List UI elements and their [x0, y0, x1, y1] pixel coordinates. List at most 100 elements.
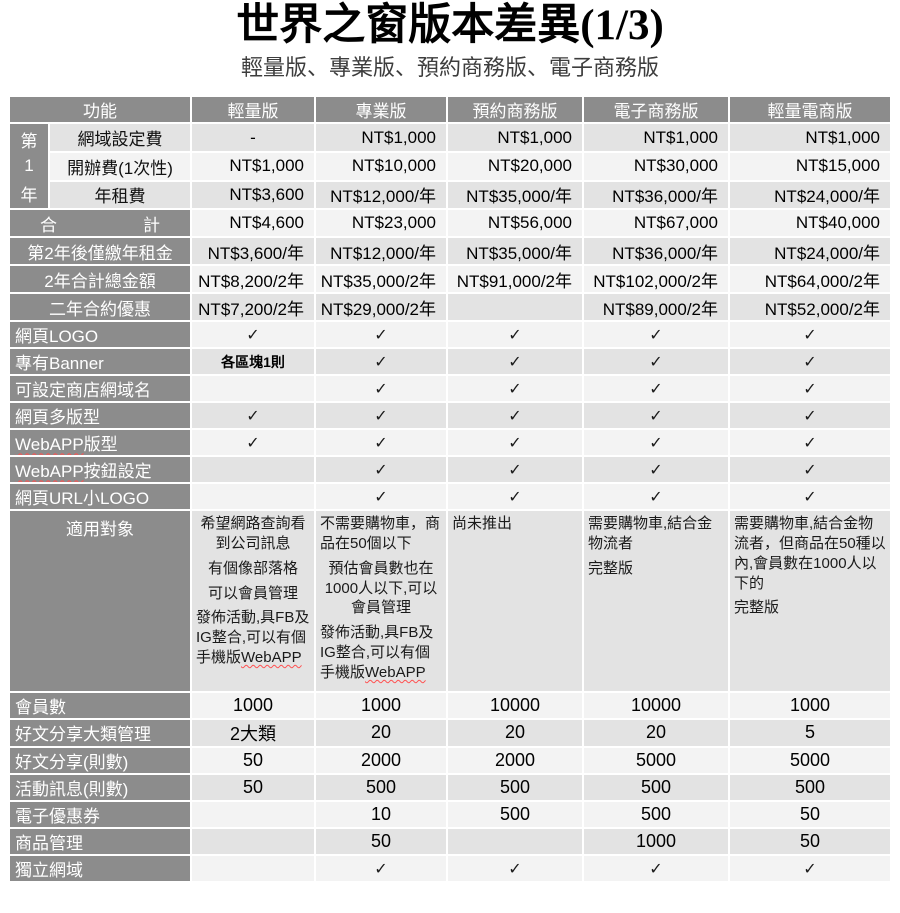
usage-paragraph: 發佈活動,具FB及IG整合,可以有個手機版WebAPP — [320, 624, 434, 681]
checkmark-glyph: ✓ — [803, 860, 817, 878]
checkmark-glyph: ✓ — [803, 461, 817, 479]
row-article-share-count: 好文分享(則數) 50 2000 2000 5000 5000 — [10, 747, 890, 773]
cell-product-management-v2: 50 — [316, 828, 446, 854]
usage-cell-version-3: 尚未推出 — [448, 511, 582, 691]
row-year2-rent-only: 第2年後僅繳年租金 NT$3,600/年 NT$12,000/年 NT$35,000/… — [10, 238, 890, 265]
row-label: 網頁LOGO — [10, 322, 190, 348]
usage-paragraph: 尚未推出 — [452, 515, 513, 533]
cell-two-year-total-v1: NT$8,200/2年 — [192, 266, 314, 293]
cell-setup-fee-v2: NT$10,000 — [316, 152, 446, 180]
cell-web-logo-v4: ✓ — [584, 322, 728, 348]
row-label: WebAPP版型 — [10, 430, 190, 456]
checkmark-glyph: ✓ — [649, 353, 663, 371]
cell-two-year-discount-v4: NT$89,000/2年 — [584, 294, 728, 321]
cell-exclusive-banner-v3: ✓ — [448, 349, 582, 375]
row-two-year-discount: 二年合約優惠 NT$7,200/2年 NT$29,000/2年 NT$89,000/2… — [10, 294, 890, 321]
usage-paragraph: 需要購物車,結合金物流者，但商品在50種以內,會員數在1000人以下的 — [734, 515, 886, 592]
checkmark-glyph: ✓ — [508, 353, 522, 371]
cell-independent-domain-v1 — [192, 855, 314, 881]
row-label: 2年合計總金額 — [10, 266, 190, 293]
cell-store-domain-name-v5: ✓ — [730, 376, 890, 402]
cell-product-management-v1 — [192, 828, 314, 854]
year1-cell: 第 1 年 — [10, 124, 48, 209]
row-label: 合計 — [10, 210, 190, 237]
cell-year2-rent-only-v4: NT$36,000/年 — [584, 238, 728, 265]
cell-domain-setup-fee-v2: NT$1,000 — [316, 124, 446, 151]
cell-multi-template-v3: ✓ — [448, 403, 582, 429]
row-label: 第2年後僅繳年租金 — [10, 238, 190, 265]
checkmark-glyph: ✓ — [649, 860, 663, 878]
row-member-count: 會員數 1000 1000 10000 10000 1000 — [10, 692, 890, 718]
cell-e-coupon-v5: 50 — [730, 801, 890, 827]
cell-product-management-v3 — [448, 828, 582, 854]
cell-webapp-template-v1: ✓ — [192, 430, 314, 456]
usage-paragraph: 希望網路查詢看到公司訊息 — [200, 515, 306, 553]
comparison-table: 功能 輕量版 專業版 預約商務版 電子商務版 輕量電商版 第 1 年網域設定費 - NT$1,00… — [8, 95, 892, 882]
cell-e-coupon-v3: 500 — [448, 801, 582, 827]
row-webapp-template: WebAPP版型 ✓ ✓ ✓ ✓ ✓ — [10, 430, 890, 456]
cell-webapp-template-v3: ✓ — [448, 430, 582, 456]
cell-event-news-count-v1: 50 — [192, 774, 314, 800]
checkmark-glyph: ✓ — [374, 407, 388, 425]
cell-year2-rent-only-v1: NT$3,600/年 — [192, 238, 314, 265]
cell-article-category-management-v2: 20 — [316, 719, 446, 746]
cell-domain-setup-fee-v4: NT$1,000 — [584, 124, 728, 151]
cell-two-year-total-v4: NT$102,000/2年 — [584, 266, 728, 293]
row-two-year-total: 2年合計總金額 NT$8,200/2年 NT$35,000/2年 NT$91,000/… — [10, 266, 890, 293]
label-char: 合 — [40, 215, 57, 235]
row-web-logo: 網頁LOGO ✓ ✓ ✓ ✓ ✓ — [10, 322, 890, 348]
checkmark-glyph: ✓ — [803, 488, 817, 506]
checkmark-glyph: ✓ — [508, 488, 522, 506]
usage-cell-version-2: 不需要購物車，商品在50個以下 預估會員數也在1000人以下,可以會員管理 發佈活動… — [316, 511, 446, 691]
usage-paragraph: 完整版 — [734, 599, 780, 617]
year1-char: 第 — [20, 131, 38, 151]
cell-store-domain-name-v4: ✓ — [584, 376, 728, 402]
cell-annual-rent-v1: NT$3,600 — [192, 181, 314, 209]
cell-store-domain-name-v3: ✓ — [448, 376, 582, 402]
cell-setup-fee-v3: NT$20,000 — [448, 152, 582, 180]
usage-cell-version-5: 需要購物車,結合金物流者，但商品在50種以內,會員數在1000人以下的完整版 — [730, 511, 890, 691]
row-product-management: 商品管理 50 1000 50 — [10, 828, 890, 854]
checkmark-glyph: ✓ — [649, 326, 663, 344]
checkmark-glyph: ✓ — [508, 860, 522, 878]
cell-total-v1: NT$4,600 — [192, 210, 314, 237]
checkmark-glyph: ✓ — [374, 353, 388, 371]
usage-paragraph: 可以會員管理 — [207, 584, 298, 602]
cell-web-logo-v2: ✓ — [316, 322, 446, 348]
row-label: 好文分享(則數) — [10, 747, 190, 773]
row-store-domain-name: 可設定商店網域名 ✓ ✓ ✓ ✓ — [10, 376, 890, 402]
checkmark-glyph: ✓ — [649, 434, 663, 452]
cell-setup-fee-v4: NT$30,000 — [584, 152, 728, 180]
cell-product-management-v5: 50 — [730, 828, 890, 854]
col-header-version-5: 輕量電商版 — [730, 97, 890, 123]
cell-web-logo-v3: ✓ — [448, 322, 582, 348]
cell-event-news-count-v2: 500 — [316, 774, 446, 800]
row-e-coupon: 電子優惠券 10 500 500 50 — [10, 801, 890, 827]
cell-event-news-count-v3: 500 — [448, 774, 582, 800]
checkmark-glyph: ✓ — [508, 380, 522, 398]
cell-webapp-button-setting-v3: ✓ — [448, 457, 582, 483]
row-independent-domain: 獨立網域 ✓ ✓ ✓ ✓ — [10, 855, 890, 881]
checkmark-glyph: ✓ — [374, 461, 388, 479]
spellcheck-wavy-text: WebAPP — [241, 649, 302, 667]
cell-article-category-management-v3: 20 — [448, 719, 582, 746]
cell-total-v4: NT$67,000 — [584, 210, 728, 237]
cell-multi-template-v5: ✓ — [730, 403, 890, 429]
cell-total-v2: NT$23,000 — [316, 210, 446, 237]
row-label: 二年合約優惠 — [10, 294, 190, 321]
checkmark-glyph: ✓ — [374, 860, 388, 878]
cell-multi-template-v2: ✓ — [316, 403, 446, 429]
cell-article-category-management-v5: 5 — [730, 719, 890, 746]
cell-annual-rent-v2: NT$12,000/年 — [316, 181, 446, 209]
cell-independent-domain-v5: ✓ — [730, 855, 890, 881]
row-label: 可設定商店網域名 — [10, 376, 190, 402]
checkmark-glyph: ✓ — [803, 326, 817, 344]
cell-year2-rent-only-v2: NT$12,000/年 — [316, 238, 446, 265]
col-header-version-3: 預約商務版 — [448, 97, 582, 123]
cell-independent-domain-v4: ✓ — [584, 855, 728, 881]
cell-product-management-v4: 1000 — [584, 828, 728, 854]
cell-web-logo-v5: ✓ — [730, 322, 890, 348]
cell-article-share-count-v2: 2000 — [316, 747, 446, 773]
cell-note: 各區塊1則 — [221, 353, 285, 370]
